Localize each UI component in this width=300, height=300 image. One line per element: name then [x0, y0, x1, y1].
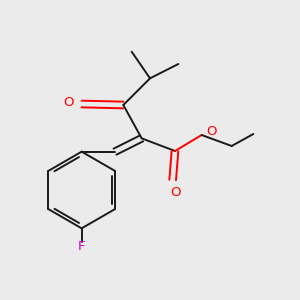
Text: O: O: [64, 96, 74, 109]
Text: O: O: [206, 125, 216, 138]
Text: O: O: [170, 186, 181, 199]
Text: F: F: [78, 240, 85, 253]
